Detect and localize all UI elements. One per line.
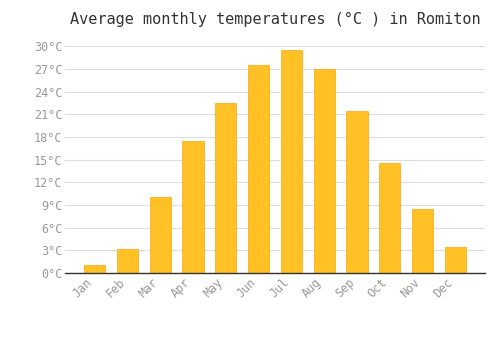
Bar [444,246,466,273]
Bar [215,103,236,273]
Title: Average monthly temperatures (°C ) in Romiton: Average monthly temperatures (°C ) in Ro… [70,12,480,27]
Bar [314,69,335,273]
Bar [150,197,171,273]
Bar [248,65,270,273]
Bar [182,141,204,273]
Bar [117,249,138,273]
Bar [412,209,433,273]
Bar [280,50,302,273]
Bar [379,163,400,273]
Bar [346,111,368,273]
Bar [84,265,106,273]
